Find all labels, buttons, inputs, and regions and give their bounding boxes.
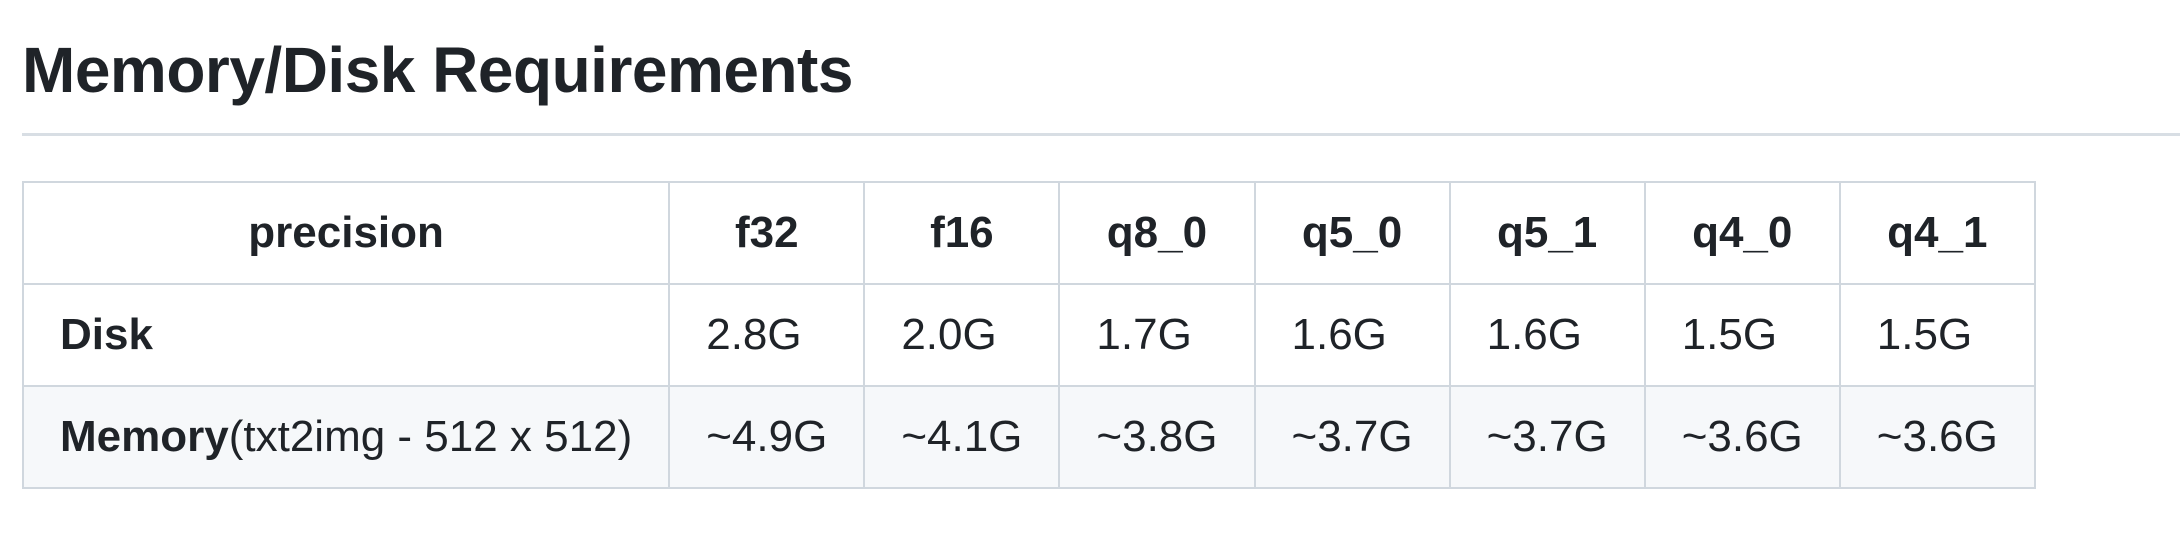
header-q5-1: q5_1 xyxy=(1448,181,1646,285)
cell-disk-q5-0: 1.6G xyxy=(1253,283,1451,387)
cell-memory-q5-1: ~3.7G xyxy=(1448,385,1646,489)
header-q4-1: q4_1 xyxy=(1838,181,2036,285)
header-q8-0: q8_0 xyxy=(1058,181,1256,285)
row-label-disk: Disk xyxy=(21,283,671,387)
cell-disk-q4-1: 1.5G xyxy=(1838,283,2036,387)
header-q5-0: q5_0 xyxy=(1253,181,1451,285)
header-precision: precision xyxy=(21,181,671,285)
cell-memory-q8-0: ~3.8G xyxy=(1058,385,1256,489)
table-row-memory: Memory(txt2img - 512 x 512) ~4.9G ~4.1G … xyxy=(21,385,2036,489)
cell-disk-q8-0: 1.7G xyxy=(1058,283,1256,387)
heading-divider xyxy=(22,133,2180,136)
cell-disk-q5-1: 1.6G xyxy=(1448,283,1646,387)
cell-memory-f32: ~4.9G xyxy=(668,385,866,489)
cell-memory-q4-1: ~3.6G xyxy=(1838,385,2036,489)
cell-disk-q4-0: 1.5G xyxy=(1643,283,1841,387)
header-f32: f32 xyxy=(668,181,866,285)
requirements-table: precision f32 f16 q8_0 q5_0 q5_1 q4_0 q4… xyxy=(21,181,2036,489)
table-row-disk: Disk 2.8G 2.0G 1.7G 1.6G 1.6G 1.5G 1.5G xyxy=(21,283,2036,387)
header-q4-0: q4_0 xyxy=(1643,181,1841,285)
cell-memory-q5-0: ~3.7G xyxy=(1253,385,1451,489)
table-header-row: precision f32 f16 q8_0 q5_0 q5_1 q4_0 q4… xyxy=(21,181,2036,285)
row-label-memory-bold: Memory xyxy=(60,412,229,461)
cell-disk-f16: 2.0G xyxy=(863,283,1061,387)
section-heading: Memory/Disk Requirements xyxy=(22,34,853,106)
row-label-disk-bold: Disk xyxy=(60,310,153,359)
row-label-memory-suffix: (txt2img - 512 x 512) xyxy=(228,412,633,461)
cell-disk-f32: 2.8G xyxy=(668,283,866,387)
row-label-memory: Memory(txt2img - 512 x 512) xyxy=(21,385,671,489)
cell-memory-q4-0: ~3.6G xyxy=(1643,385,1841,489)
cell-memory-f16: ~4.1G xyxy=(863,385,1061,489)
header-f16: f16 xyxy=(863,181,1061,285)
